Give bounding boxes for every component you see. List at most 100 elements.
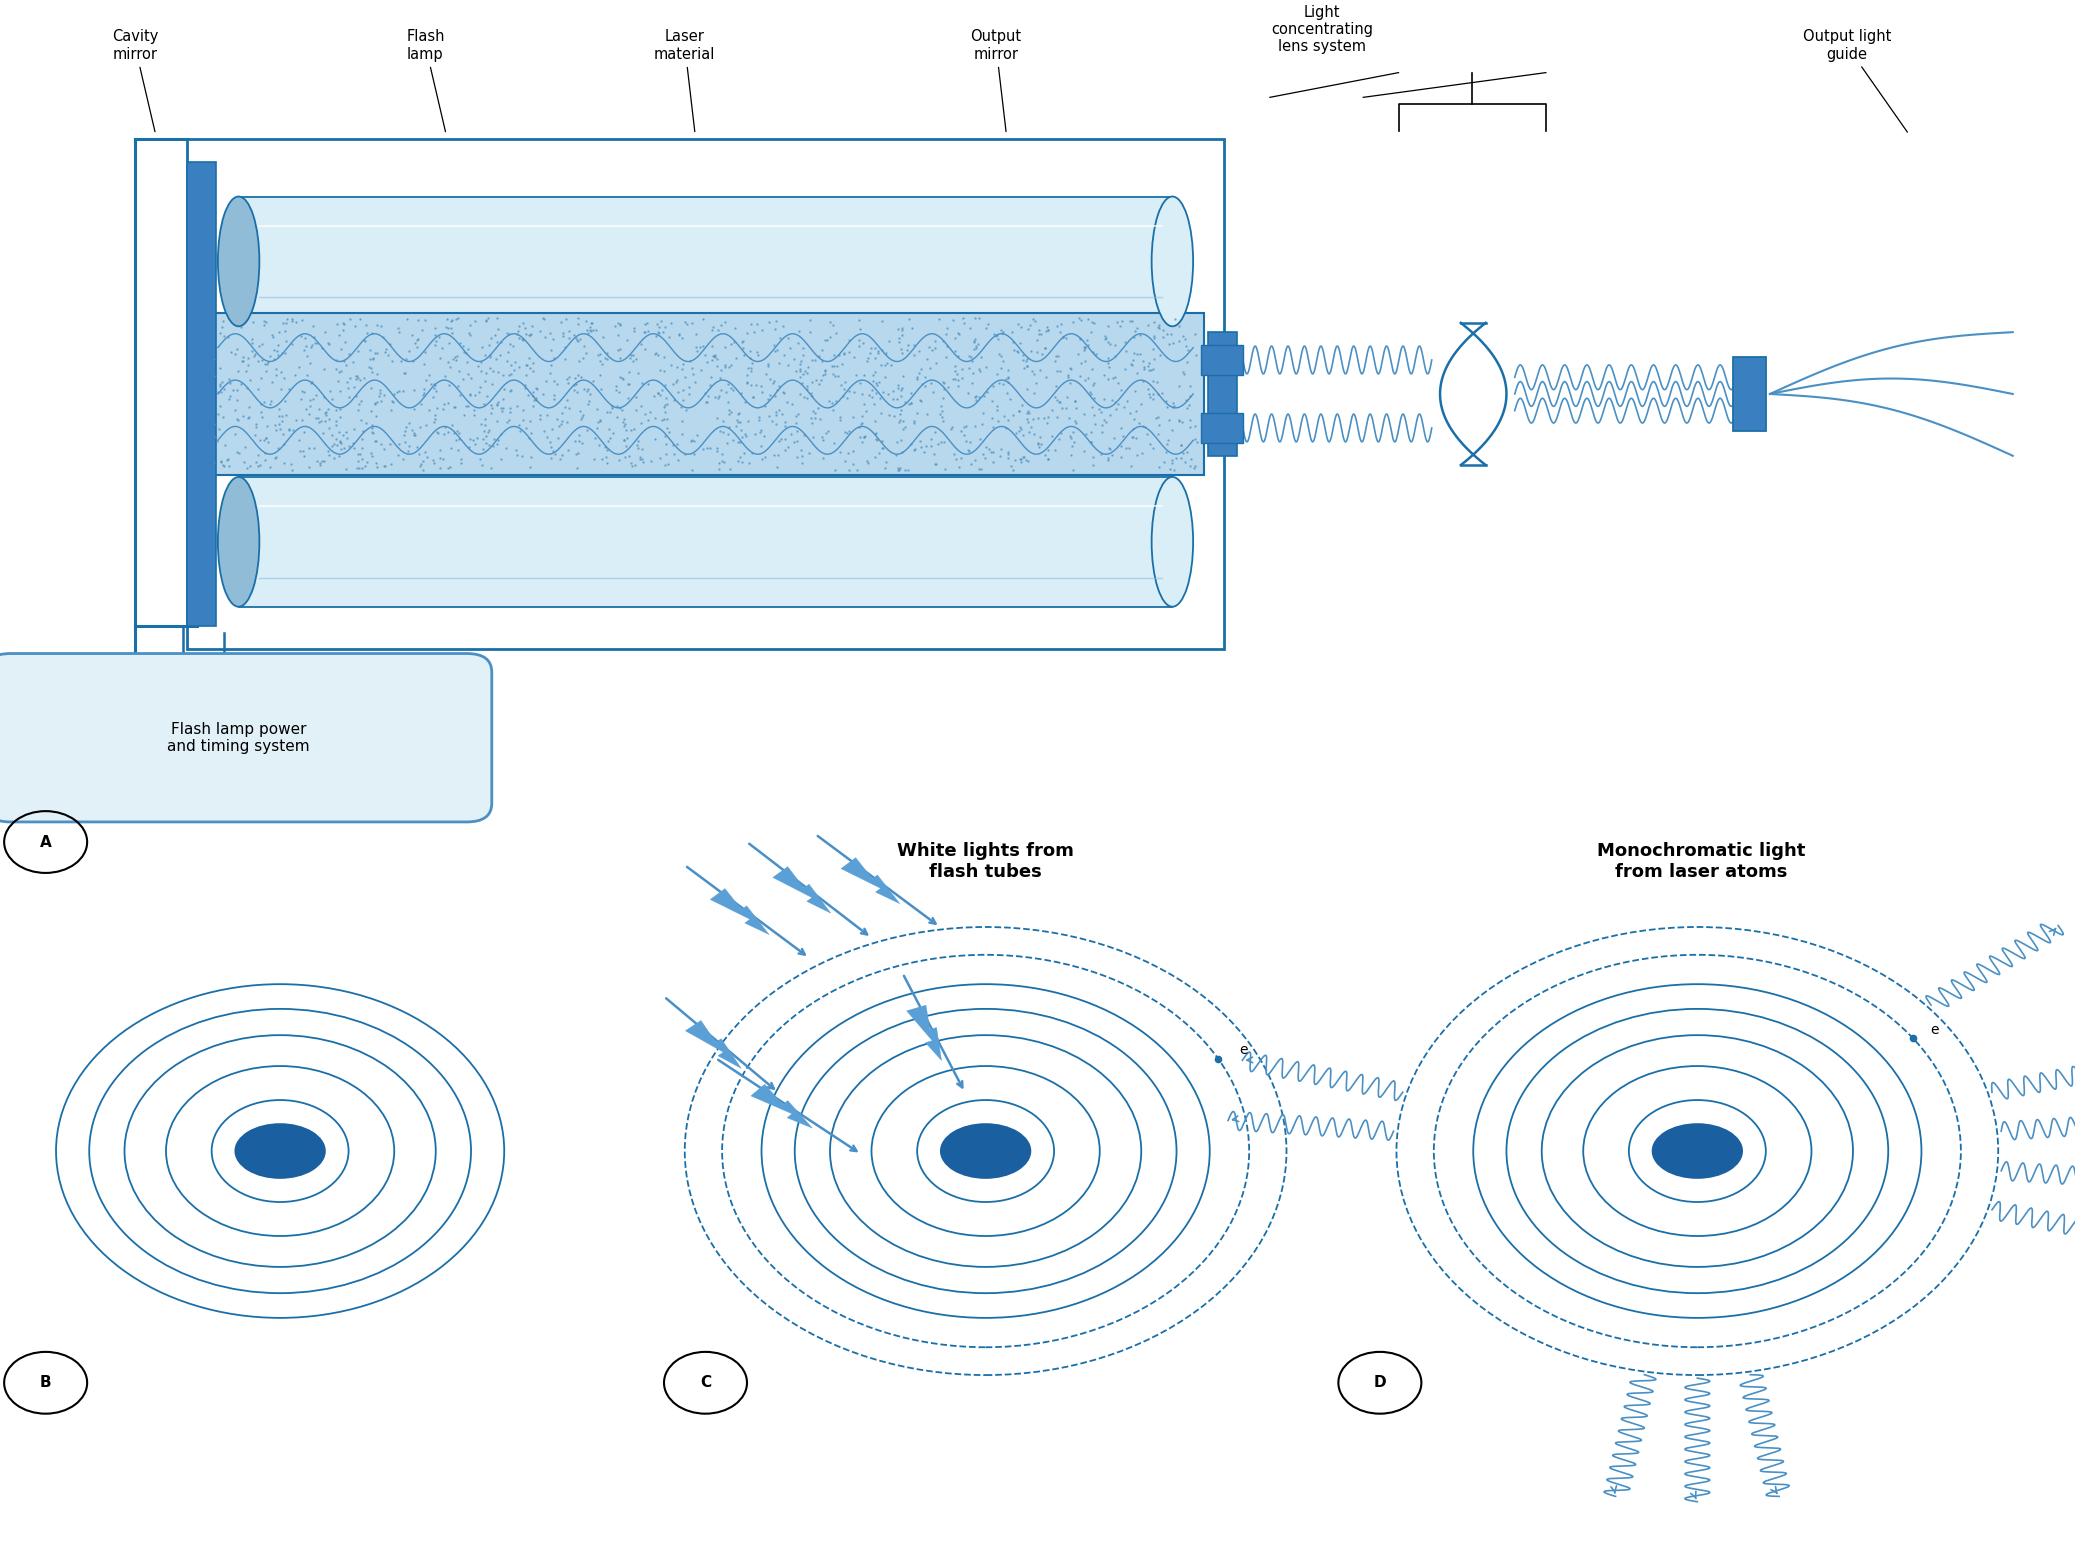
Point — [421, 419, 454, 443]
Point — [342, 391, 376, 416]
Point — [1162, 329, 1195, 354]
Point — [652, 324, 685, 349]
Point — [527, 419, 560, 443]
Point — [566, 403, 600, 428]
Point — [583, 349, 616, 374]
Point — [894, 391, 928, 416]
Point — [745, 434, 778, 459]
Point — [494, 362, 527, 386]
Point — [882, 457, 915, 482]
Point — [1002, 447, 1035, 471]
Point — [400, 328, 434, 352]
Point — [784, 371, 818, 396]
Point — [469, 309, 502, 334]
Point — [886, 340, 919, 365]
Point — [363, 382, 396, 406]
Point — [239, 450, 272, 474]
Point — [492, 363, 525, 388]
Point — [500, 321, 533, 346]
Point — [1064, 328, 1098, 352]
Point — [494, 352, 527, 377]
Point — [986, 320, 1019, 345]
Point — [201, 402, 234, 426]
Point — [618, 385, 652, 409]
Point — [419, 396, 452, 420]
Point — [571, 317, 604, 341]
Point — [894, 391, 928, 416]
Point — [930, 321, 963, 346]
Point — [552, 396, 585, 420]
Point — [828, 369, 861, 394]
Point — [347, 447, 380, 471]
Point — [936, 307, 969, 332]
Point — [1133, 351, 1166, 375]
Point — [1166, 440, 1199, 465]
Point — [928, 371, 961, 396]
Point — [1098, 389, 1131, 414]
Point — [477, 426, 510, 451]
Point — [668, 309, 701, 334]
Point — [747, 423, 780, 448]
Point — [589, 340, 622, 365]
Point — [1085, 400, 1118, 425]
Point — [1017, 422, 1050, 447]
Point — [928, 430, 961, 454]
Point — [452, 314, 486, 338]
Point — [295, 369, 328, 394]
Point — [444, 447, 477, 471]
Point — [508, 315, 542, 340]
Point — [452, 436, 486, 460]
Point — [558, 366, 591, 391]
Point — [745, 379, 778, 403]
Point — [214, 371, 247, 396]
Point — [992, 442, 1025, 467]
Point — [203, 371, 237, 396]
Point — [409, 368, 442, 392]
Point — [894, 431, 928, 456]
Point — [712, 354, 745, 379]
Point — [440, 428, 473, 453]
Point — [483, 343, 517, 368]
Point — [1029, 335, 1062, 360]
Point — [739, 372, 772, 397]
Point — [344, 389, 378, 414]
Point — [815, 312, 849, 337]
Point — [959, 334, 992, 358]
Point — [647, 399, 681, 423]
Point — [629, 402, 662, 426]
Point — [643, 320, 676, 345]
Point — [768, 343, 801, 368]
Point — [1170, 440, 1204, 465]
Point — [1141, 422, 1174, 447]
Point — [1058, 396, 1091, 420]
Point — [564, 405, 598, 430]
Point — [542, 406, 575, 431]
Polygon shape — [907, 1006, 942, 1060]
Point — [954, 430, 988, 454]
Point — [259, 363, 293, 388]
Point — [486, 396, 519, 420]
Point — [326, 423, 359, 448]
Point — [405, 317, 438, 341]
Point — [782, 351, 815, 375]
Point — [820, 363, 853, 388]
Point — [1087, 363, 1120, 388]
Point — [865, 307, 898, 332]
Point — [533, 430, 566, 454]
Point — [1179, 454, 1212, 479]
Point — [676, 362, 710, 386]
Point — [261, 436, 295, 460]
Point — [220, 337, 253, 362]
Point — [228, 358, 261, 383]
Point — [562, 349, 596, 374]
Point — [1154, 332, 1187, 357]
Point — [828, 420, 861, 445]
Point — [986, 345, 1019, 369]
Point — [693, 372, 726, 397]
Point — [517, 394, 550, 419]
Point — [685, 357, 718, 382]
Point — [284, 379, 317, 403]
Point — [616, 349, 649, 374]
Point — [1006, 343, 1040, 368]
Point — [1089, 409, 1123, 434]
